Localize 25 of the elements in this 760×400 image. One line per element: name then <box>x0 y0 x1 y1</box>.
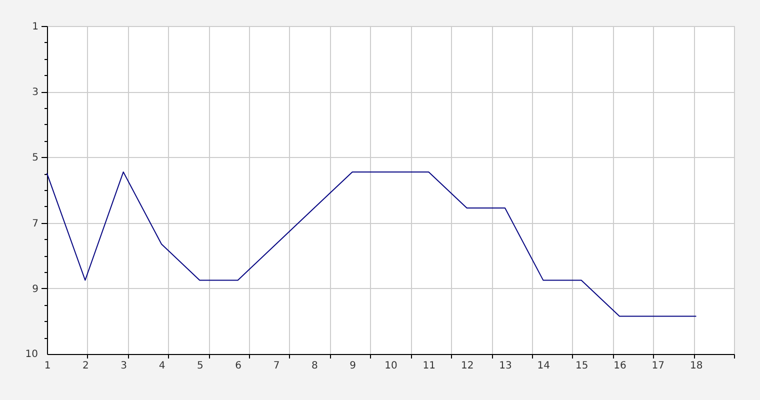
y-tick-label: 3 <box>32 87 38 98</box>
x-tick-label: 7 <box>273 360 280 372</box>
x-tick-label: 4 <box>158 360 166 372</box>
x-tick-label: 17 <box>652 360 665 372</box>
y-tick-label: 7 <box>32 218 38 230</box>
line-series <box>46 171 696 317</box>
text: 10 <box>25 349 38 360</box>
x-tick-label: 15 <box>575 360 588 372</box>
x-tick-label: 9 <box>350 360 356 372</box>
x-tick-label: 18 <box>690 360 703 372</box>
y-tick-label: 1 <box>32 22 38 32</box>
x-tick-label: 12 <box>460 360 474 372</box>
y-tick-label: 9 <box>32 284 38 295</box>
x-tick-label: 10 <box>384 360 398 372</box>
x-tick-label: 2 <box>82 360 89 372</box>
y-tick-label: 5 <box>32 152 38 164</box>
x-tick-label: 6 <box>235 360 242 372</box>
x-tick-label: 14 <box>537 360 550 372</box>
x-tick-label: 3 <box>120 360 128 372</box>
x-tick-label: 11 <box>422 360 436 372</box>
x-tick-label: 13 <box>499 360 512 372</box>
x-tick-label: 8 <box>311 360 318 372</box>
x-tick-label: 1 <box>44 360 51 372</box>
x-tick-label: 5 <box>196 360 204 372</box>
x-tick-label: 16 <box>614 360 626 372</box>
